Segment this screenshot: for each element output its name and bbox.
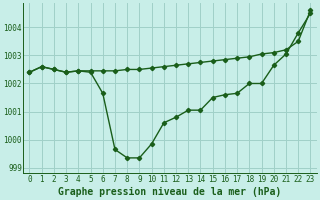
- X-axis label: Graphe pression niveau de la mer (hPa): Graphe pression niveau de la mer (hPa): [58, 186, 282, 197]
